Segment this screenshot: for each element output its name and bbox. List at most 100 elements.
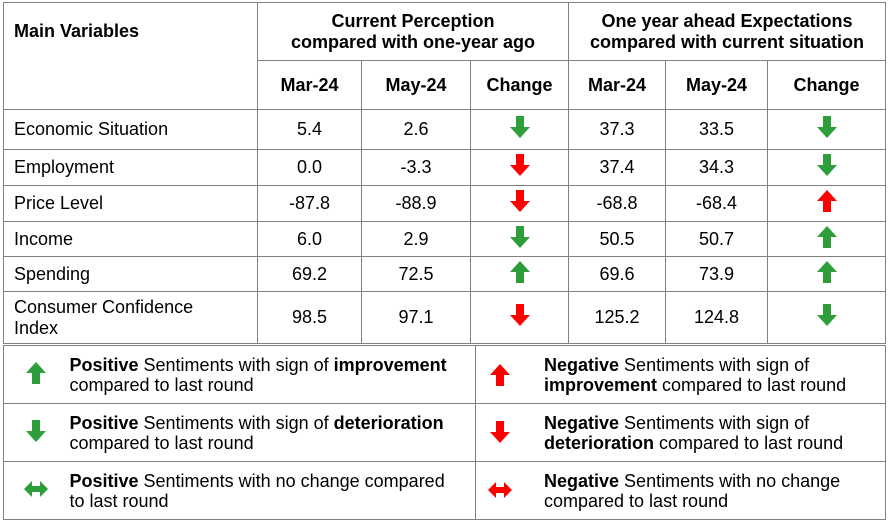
red-double-arrow-icon	[488, 482, 512, 502]
value-cell: 98.5	[257, 291, 362, 344]
red-down-arrow-icon	[509, 304, 530, 331]
main-variables-header: Main Variables	[3, 2, 258, 110]
table-row: Income 6.0 2.9 50.5 50.7	[3, 221, 887, 257]
legend-negative-nochange: Negative Sentiments with no change compa…	[475, 461, 886, 520]
one-year-ahead-subtitle: compared with current situation	[589, 31, 865, 52]
value-cell: 37.3	[568, 109, 666, 150]
value-cell: 97.1	[361, 291, 471, 344]
row-label-consumer-confidence-index: Consumer Confidence Index	[3, 291, 258, 344]
legend-positive-deterioration: Positive Sentiments with sign of deterio…	[67, 403, 476, 462]
red-down-arrow-icon	[490, 421, 510, 447]
value-cell: 72.5	[361, 256, 471, 292]
legend-bold-text: improvement	[333, 354, 447, 375]
row-label-employment: Employment	[3, 149, 258, 186]
green-down-arrow-icon	[509, 225, 530, 253]
green-down-arrow-icon	[816, 304, 837, 331]
table-row: Price Level -87.8 -88.9 -68.8 -68.4	[3, 185, 887, 222]
col-header-cur-change: Change	[470, 60, 569, 110]
legend-text: compared to last round	[657, 374, 847, 395]
col-header-exp-mar: Mar-24	[568, 60, 666, 110]
value-cell: 34.3	[665, 149, 768, 186]
row-label-income: Income	[3, 221, 258, 257]
green-up-arrow-icon	[816, 225, 837, 253]
change-cell	[766, 109, 887, 150]
legend-text: compared to last round	[69, 432, 254, 453]
green-down-arrow-icon	[25, 419, 46, 446]
green-up-arrow-icon	[25, 361, 46, 388]
current-perception-title: Current Perception	[331, 10, 495, 31]
table-row: Consumer Confidence Index 98.5 97.1 125.…	[3, 291, 887, 344]
red-down-arrow-icon	[509, 154, 530, 181]
legend-text: compared to last round	[69, 374, 254, 395]
legend-text: Sentiments with sign of	[138, 412, 334, 433]
legend-negative-deterioration: Negative Sentiments with sign of deterio…	[475, 403, 886, 462]
value-cell: -68.8	[568, 185, 666, 222]
value-cell: 6.0	[257, 221, 362, 257]
legend-icon-cell	[3, 345, 68, 404]
value-cell: 37.4	[568, 149, 666, 186]
value-cell: 69.6	[568, 256, 666, 292]
legend-text: to last round	[69, 490, 169, 511]
red-up-arrow-icon	[816, 190, 837, 217]
red-up-arrow-icon	[490, 364, 510, 390]
legend-icon-cell	[3, 461, 68, 520]
row-label-line2: Index	[14, 317, 59, 338]
row-label-spending: Spending	[3, 256, 258, 292]
value-cell: 33.5	[665, 109, 768, 150]
green-up-arrow-icon	[509, 260, 530, 288]
legend-text: Sentiments with sign of	[619, 412, 810, 433]
value-cell: 124.8	[665, 291, 768, 344]
col-header-cur-may: May-24	[361, 60, 471, 110]
legend-bold-text: Negative	[544, 354, 620, 375]
green-down-arrow-icon	[509, 116, 530, 143]
value-cell: 2.6	[361, 109, 471, 150]
value-cell: 50.7	[665, 221, 768, 257]
green-double-arrow-icon	[23, 481, 48, 501]
value-cell: 69.2	[257, 256, 362, 292]
green-down-arrow-icon	[816, 154, 837, 181]
main-variables-label: Main Variables	[14, 21, 140, 41]
legend-bold-text: deterioration	[544, 432, 655, 453]
col-header-cur-mar: Mar-24	[257, 60, 362, 110]
change-cell	[766, 185, 887, 222]
change-cell	[470, 109, 569, 150]
row-label-price-level: Price Level	[3, 185, 258, 222]
green-up-arrow-icon	[816, 260, 837, 288]
row-label-economic-situation: Economic Situation	[3, 109, 258, 150]
value-cell: 2.9	[361, 221, 471, 257]
change-cell	[766, 256, 887, 292]
legend-text: Sentiments with no change	[619, 470, 841, 491]
value-cell: -88.9	[361, 185, 471, 222]
value-cell: 5.4	[257, 109, 362, 150]
legend-text: Sentiments with sign of	[138, 354, 334, 375]
table-row: Employment 0.0 -3.3 37.4 34.3	[3, 149, 887, 186]
col-header-exp-change: Change	[766, 60, 887, 110]
legend-text: Sentiments with sign of	[619, 354, 810, 375]
table-row: Economic Situation 5.4 2.6 37.3 33.5	[3, 109, 887, 150]
change-cell	[766, 149, 887, 186]
legend-text: compared to last round	[544, 490, 729, 511]
red-down-arrow-icon	[509, 190, 530, 217]
legend-table: Positive Sentiments with sign of improve…	[3, 345, 886, 520]
table-row: Spending 69.2 72.5 69.6 73.9	[3, 256, 887, 292]
value-cell: -3.3	[361, 149, 471, 186]
legend-positive-nochange: Positive Sentiments with no change compa…	[67, 461, 476, 520]
legend-text: compared to last round	[654, 432, 844, 453]
value-cell: 73.9	[665, 256, 768, 292]
value-cell: 50.5	[568, 221, 666, 257]
green-down-arrow-icon	[816, 116, 837, 143]
value-cell: -68.4	[665, 185, 768, 222]
legend-bold-text: Positive	[69, 354, 139, 375]
change-cell	[470, 291, 569, 344]
legend-bold-text: Negative	[544, 412, 620, 433]
legend-bold-text: Positive	[69, 412, 139, 433]
change-cell	[766, 221, 887, 257]
legend-bold-text: deterioration	[333, 412, 444, 433]
one-year-ahead-header: One year ahead Expectations compared wit…	[567, 2, 887, 61]
legend-bold-text: Negative	[544, 470, 620, 491]
legend-text: Sentiments with no change compared	[138, 470, 445, 491]
legend-bold-text: improvement	[544, 374, 658, 395]
legend-icon-cell	[3, 403, 68, 462]
change-cell	[470, 221, 569, 257]
value-cell: 0.0	[257, 149, 362, 186]
